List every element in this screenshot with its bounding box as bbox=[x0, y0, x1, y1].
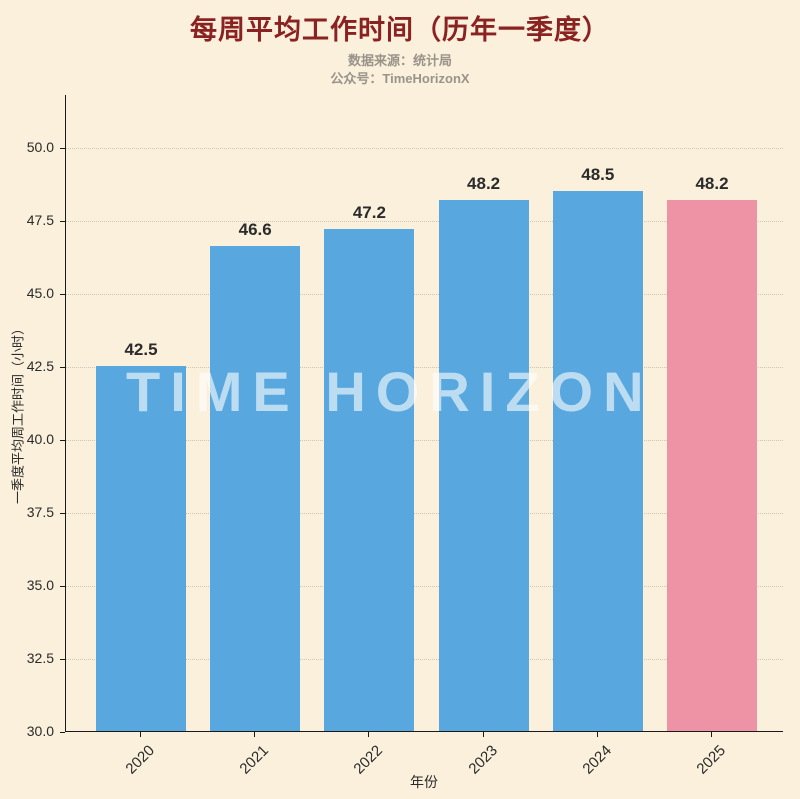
x-tick-mark bbox=[368, 732, 370, 737]
y-tick-mark bbox=[60, 148, 65, 149]
bar bbox=[324, 228, 415, 731]
grid-line bbox=[66, 221, 783, 222]
bar bbox=[667, 199, 757, 731]
x-tick-mark bbox=[596, 732, 598, 737]
y-tick-mark bbox=[60, 513, 65, 514]
bar-value-label: 46.6 bbox=[238, 220, 272, 240]
bar-value-label: 48.5 bbox=[581, 164, 615, 184]
y-tick-label: 37.5 bbox=[26, 504, 54, 520]
y-tick-mark bbox=[60, 586, 65, 587]
y-tick-label: 32.5 bbox=[26, 650, 54, 666]
bar-value-label: 47.2 bbox=[352, 202, 386, 222]
grid-line bbox=[66, 586, 783, 587]
grid-line bbox=[66, 367, 783, 368]
y-tick-label: 47.5 bbox=[26, 212, 54, 228]
y-tick-mark bbox=[60, 732, 65, 733]
x-axis-label: 年份 bbox=[410, 774, 438, 790]
x-tick-mark bbox=[482, 732, 484, 737]
x-tick-mark bbox=[254, 732, 256, 737]
bar-value-label: 48.2 bbox=[467, 173, 501, 193]
chart-subtitle-source: 数据来源：统计局 bbox=[347, 53, 452, 68]
x-tick-mark bbox=[140, 732, 141, 737]
y-tick-label: 35.0 bbox=[26, 577, 54, 593]
grid-line bbox=[66, 294, 783, 295]
grid-line bbox=[66, 513, 783, 514]
bar bbox=[438, 199, 529, 731]
y-tick-mark bbox=[60, 367, 65, 368]
chart-subtitle-account: 公众号：TimeHorizonX bbox=[330, 71, 470, 86]
chart-title: 每周平均工作时间（历年一季度） bbox=[190, 15, 610, 45]
y-tick-label: 30.0 bbox=[26, 723, 54, 739]
grid-line bbox=[66, 148, 783, 149]
y-tick-mark bbox=[60, 294, 65, 295]
grid-line bbox=[66, 659, 783, 660]
y-tick-label: 45.0 bbox=[26, 285, 54, 301]
grid-line bbox=[66, 440, 783, 441]
y-tick-mark bbox=[60, 440, 65, 441]
bar-value-label: 42.5 bbox=[124, 340, 158, 359]
bar bbox=[552, 190, 643, 731]
plot-area: TIME HORIZON 42.5 46.6 47.2 48.2 48.5 48.2 bbox=[65, 95, 783, 732]
y-tick-mark bbox=[60, 221, 65, 222]
y-tick-label: 40.0 bbox=[26, 431, 54, 447]
bar bbox=[96, 366, 186, 731]
y-axis-label: 一季度平均周工作时间（小时） bbox=[10, 321, 26, 505]
bar-value-label: 48.2 bbox=[695, 173, 729, 193]
x-tick-mark bbox=[711, 732, 712, 737]
y-tick-label: 50.0 bbox=[26, 139, 54, 155]
y-tick-label: 42.5 bbox=[26, 358, 54, 374]
y-tick-mark bbox=[60, 659, 65, 660]
bar bbox=[210, 246, 301, 731]
